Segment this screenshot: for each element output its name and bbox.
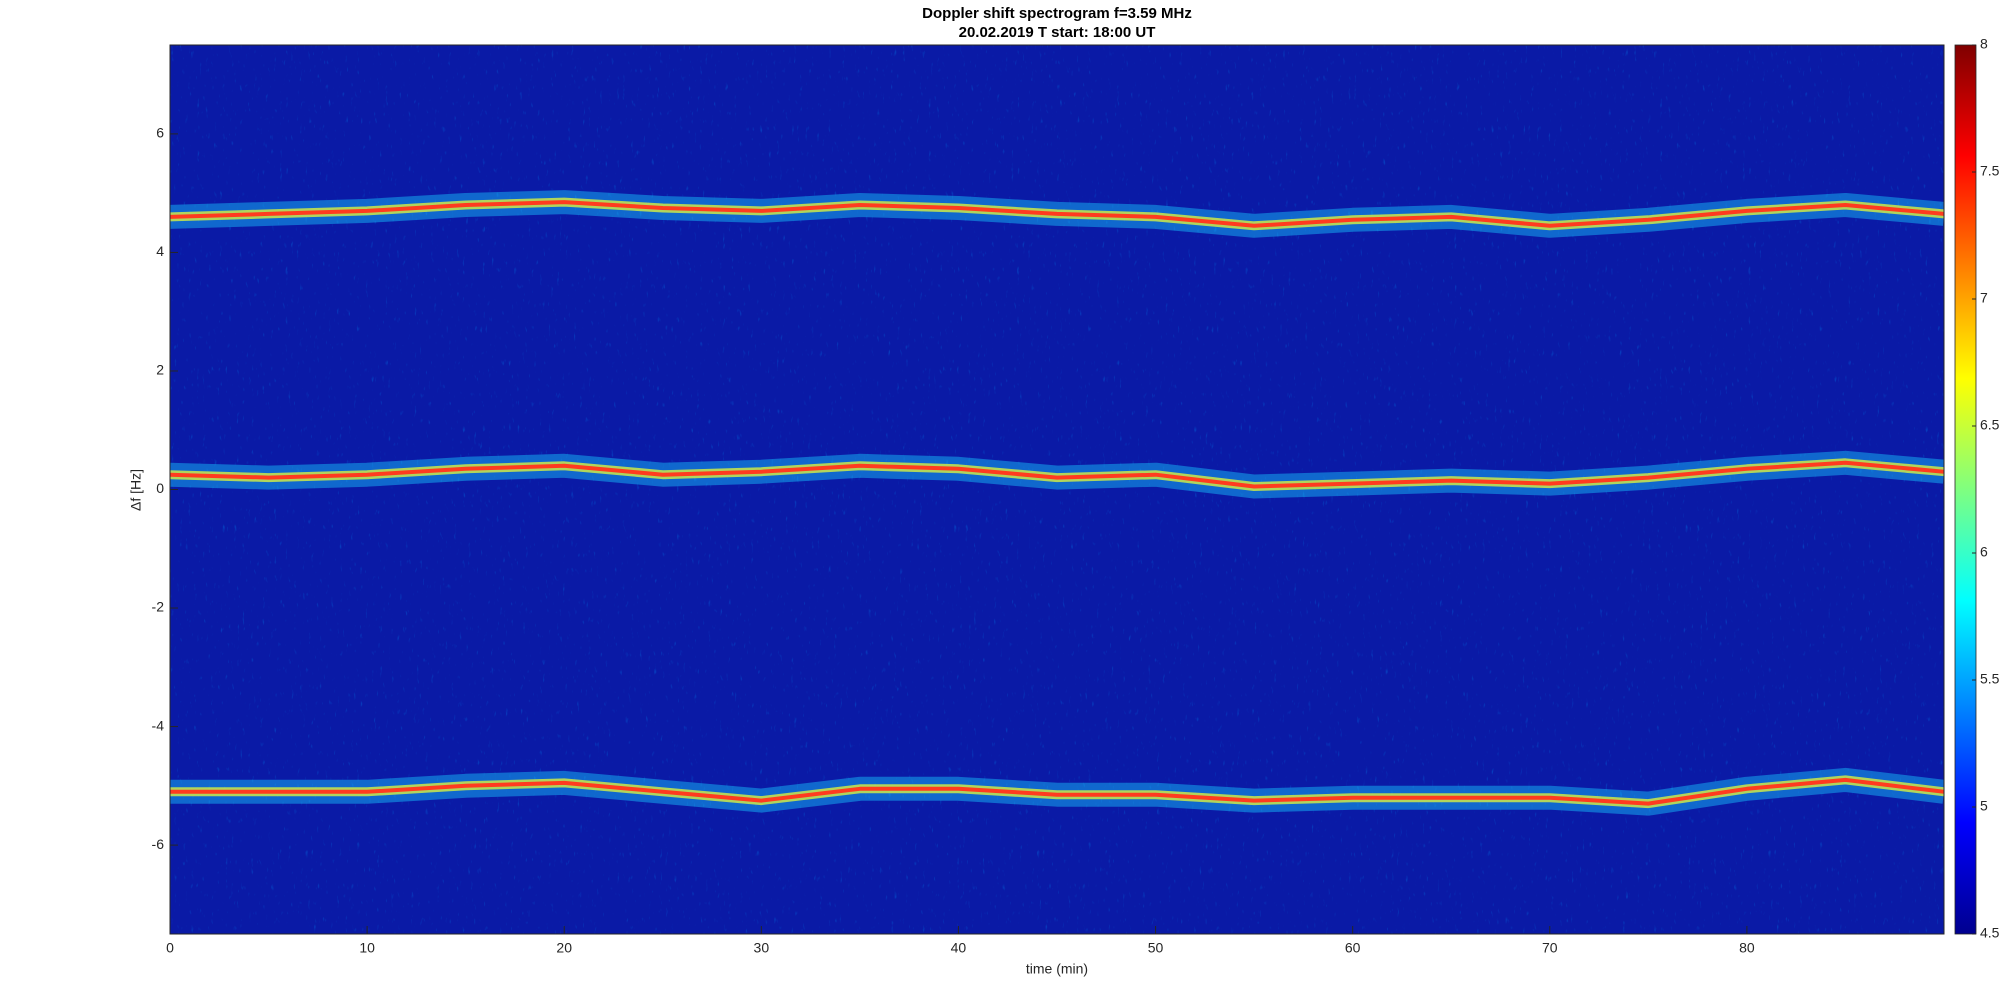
colorbar-tick-label: 7 xyxy=(1980,290,1988,306)
y-tick-label: -2 xyxy=(152,599,165,615)
y-tick-label: 4 xyxy=(156,243,164,259)
x-tick-label: 20 xyxy=(556,940,572,956)
x-tick-label: 80 xyxy=(1739,940,1755,956)
colorbar-tick-label: 6 xyxy=(1980,544,1988,560)
y-tick-label: 6 xyxy=(156,125,164,141)
y-axis-label: Δf [Hz] xyxy=(128,469,144,511)
x-tick-label: 0 xyxy=(166,940,174,956)
x-axis-label: time (min) xyxy=(1026,961,1088,977)
x-tick-label: 30 xyxy=(754,940,770,956)
y-tick-label: 2 xyxy=(156,362,164,378)
colorbar-tick-label: 5 xyxy=(1980,798,1988,814)
colorbar-tick-label: 7.5 xyxy=(1980,163,2000,179)
colorbar-tick-label: 4.5 xyxy=(1980,925,2000,941)
chart-subtitle: 20.02.2019 T start: 18:00 UT xyxy=(959,24,1156,41)
colorbar-tick-label: 5.5 xyxy=(1980,671,2000,687)
chart-title: Doppler shift spectrogram f=3.59 MHz xyxy=(922,5,1192,22)
colorbar xyxy=(1954,44,1977,935)
x-tick-label: 10 xyxy=(359,940,375,956)
x-tick-label: 40 xyxy=(951,940,967,956)
y-tick-label: -6 xyxy=(152,836,165,852)
x-tick-label: 50 xyxy=(1148,940,1164,956)
trace xyxy=(170,777,1944,806)
trace xyxy=(170,460,1944,489)
colorbar-tick-label: 8 xyxy=(1980,36,1988,52)
y-tick-label: -4 xyxy=(152,717,165,733)
trace xyxy=(170,200,1944,228)
y-tick-label: 0 xyxy=(156,480,164,496)
x-tick-label: 60 xyxy=(1345,940,1361,956)
x-tick-label: 70 xyxy=(1542,940,1558,956)
colorbar-tick-label: 6.5 xyxy=(1980,417,2000,433)
